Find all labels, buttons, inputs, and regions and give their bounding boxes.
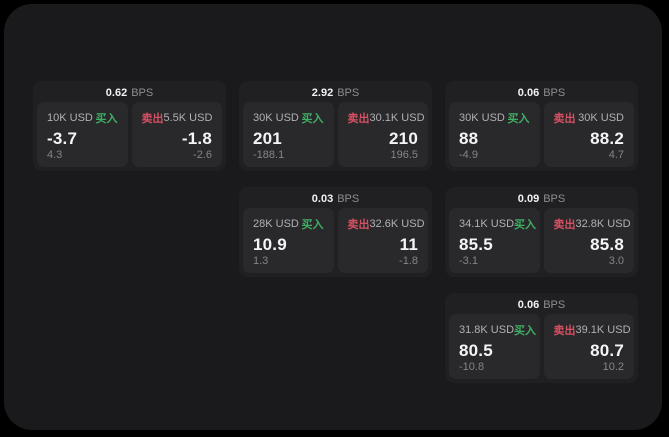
sell-change: 10.2: [602, 361, 624, 373]
sell-price: 210: [389, 129, 418, 148]
buy-price: 80.5: [459, 341, 493, 360]
buy-change: -3.1: [459, 255, 478, 267]
buy-side-label: 买入: [95, 113, 118, 125]
sell-change: 196.5: [390, 149, 418, 161]
buy-side-label: 买入: [301, 113, 324, 125]
spread-card: 0.06 BPS 31.8K USD 买入 80.5 -10.8 卖出 39.1…: [445, 293, 638, 383]
sell-size: 32.6K USD: [369, 218, 425, 230]
sell-change: -2.6: [193, 149, 212, 161]
buy-change: -4.9: [459, 149, 478, 161]
buy-size: 30K USD: [253, 112, 299, 124]
sell-quote-panel[interactable]: 卖出 39.1K USD 80.7 10.2: [543, 314, 634, 379]
bps-value: 0.03: [311, 192, 334, 205]
spread-card: 0.62 BPS 10K USD 买入 -3.7 4.3 卖出 5.5K USD: [33, 81, 226, 171]
sell-price: 80.7: [590, 341, 624, 360]
bps-unit: BPS: [337, 192, 360, 205]
buy-side-label: 买入: [507, 113, 530, 125]
sell-side-label: 卖出: [347, 113, 370, 125]
buy-price: 85.5: [459, 235, 493, 254]
sell-price: 88.2: [590, 129, 624, 148]
sell-quote-panel[interactable]: 卖出 30.1K USD 210 196.5: [337, 102, 428, 167]
spread-header: 0.06 BPS: [445, 81, 638, 102]
sell-price: -1.8: [181, 129, 212, 148]
bps-value: 0.06: [517, 86, 540, 99]
buy-quote-panel[interactable]: 30K USD 买入 201 -188.1: [243, 102, 334, 167]
buy-price: 201: [253, 129, 282, 148]
spread-header: 0.03 BPS: [239, 187, 432, 208]
spread-card: 0.03 BPS 28K USD 买入 10.9 1.3 卖出 32.6K US…: [239, 187, 432, 277]
bps-unit: BPS: [131, 86, 154, 99]
spread-header: 0.09 BPS: [445, 187, 638, 208]
buy-quote-panel[interactable]: 31.8K USD 买入 80.5 -10.8: [449, 314, 540, 379]
buy-size: 34.1K USD: [459, 218, 515, 230]
bps-unit: BPS: [543, 298, 566, 311]
buy-size: 28K USD: [253, 218, 299, 230]
spread-card: 0.06 BPS 30K USD 买入 88 -4.9 卖出 30K USD: [445, 81, 638, 171]
sell-side-label: 卖出: [347, 219, 370, 231]
quotes-grid: 0.62 BPS 10K USD 买入 -3.7 4.3 卖出 5.5K USD: [33, 81, 638, 383]
sell-quote-panel[interactable]: 卖出 5.5K USD -1.8 -2.6: [131, 102, 222, 167]
spread-card: 0.09 BPS 34.1K USD 买入 85.5 -3.1 卖出 32.8K…: [445, 187, 638, 277]
buy-size: 30K USD: [459, 112, 505, 124]
sell-quote-panel[interactable]: 卖出 30K USD 88.2 4.7: [543, 102, 634, 167]
spread-header: 0.62 BPS: [33, 81, 226, 102]
sell-change: -1.8: [399, 255, 418, 267]
sell-size: 5.5K USD: [163, 112, 213, 124]
buy-quote-panel[interactable]: 10K USD 买入 -3.7 4.3: [37, 102, 128, 167]
buy-quote-panel[interactable]: 28K USD 买入 10.9 1.3: [243, 208, 334, 273]
buy-size: 10K USD: [47, 112, 93, 124]
buy-quote-panel[interactable]: 30K USD 买入 88 -4.9: [449, 102, 540, 167]
buy-side-label: 买入: [301, 219, 324, 231]
spread-header: 0.06 BPS: [445, 293, 638, 314]
sell-size: 30K USD: [578, 112, 624, 124]
bps-unit: BPS: [543, 86, 566, 99]
bps-unit: BPS: [337, 86, 360, 99]
buy-side-label: 买入: [514, 219, 537, 231]
sell-price: 11: [399, 235, 418, 254]
buy-side-label: 买入: [514, 325, 537, 337]
sell-change: 4.7: [608, 149, 624, 161]
buy-change: -188.1: [253, 149, 285, 161]
sell-quote-panel[interactable]: 卖出 32.6K USD 11 -1.8: [337, 208, 428, 273]
buy-price: 10.9: [253, 235, 287, 254]
sell-side-label: 卖出: [553, 113, 576, 125]
buy-quote-panel[interactable]: 34.1K USD 买入 85.5 -3.1: [449, 208, 540, 273]
bps-value: 0.09: [517, 192, 540, 205]
app-panel: 0.62 BPS 10K USD 买入 -3.7 4.3 卖出 5.5K USD: [4, 4, 662, 430]
sell-size: 32.8K USD: [575, 218, 631, 230]
sell-price: 85.8: [590, 235, 624, 254]
bps-unit: BPS: [543, 192, 566, 205]
sell-size: 30.1K USD: [369, 112, 425, 124]
sell-side-label: 卖出: [141, 113, 164, 125]
buy-size: 31.8K USD: [459, 324, 515, 336]
sell-quote-panel[interactable]: 卖出 32.8K USD 85.8 3.0: [543, 208, 634, 273]
buy-change: 4.3: [47, 149, 63, 161]
bps-value: 0.62: [105, 86, 128, 99]
sell-side-label: 卖出: [553, 325, 576, 337]
buy-price: -3.7: [47, 129, 78, 148]
buy-price: 88: [459, 129, 479, 148]
sell-size: 39.1K USD: [575, 324, 631, 336]
sell-change: 3.0: [608, 255, 624, 267]
bps-value: 2.92: [311, 86, 334, 99]
spread-card: 2.92 BPS 30K USD 买入 201 -188.1 卖出 30.1K …: [239, 81, 432, 171]
spread-header: 2.92 BPS: [239, 81, 432, 102]
buy-change: 1.3: [253, 255, 269, 267]
buy-change: -10.8: [459, 361, 485, 373]
sell-side-label: 卖出: [553, 219, 576, 231]
bps-value: 0.06: [517, 298, 540, 311]
